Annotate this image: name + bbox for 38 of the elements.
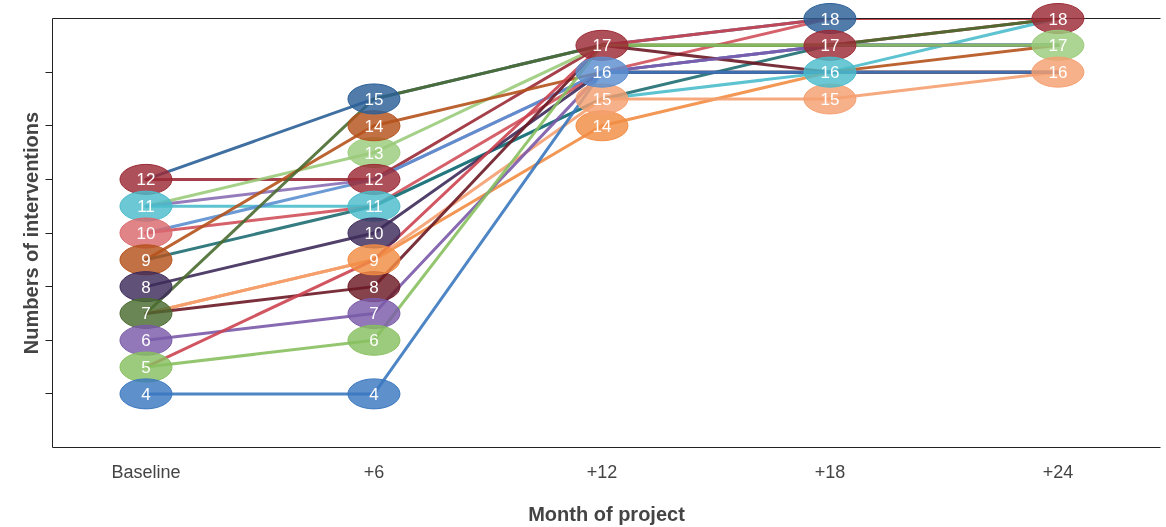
- data-label: 14: [592, 116, 612, 136]
- x-tick-label: +6: [363, 461, 385, 482]
- x-tick-label: +18: [814, 461, 846, 482]
- x-axis-title: Month of project: [528, 502, 686, 525]
- data-label: 7: [141, 304, 151, 324]
- data-label: 11: [137, 197, 155, 217]
- data-label: 9: [369, 250, 379, 270]
- data-label: 10: [136, 224, 156, 243]
- data-label: 7: [369, 304, 379, 324]
- data-label: 15: [364, 89, 384, 109]
- data-label: 12: [136, 170, 156, 190]
- data-label: 5: [141, 358, 151, 378]
- data-label: 16: [820, 63, 840, 83]
- data-label: 13: [364, 143, 384, 163]
- data-label: 6: [369, 331, 379, 351]
- data-label: 6: [141, 331, 151, 351]
- y-axis-title: Numbers of interventions: [19, 111, 42, 355]
- data-label: 4: [369, 384, 379, 404]
- data-label: 4: [141, 384, 151, 404]
- data-label: 11: [365, 197, 383, 217]
- data-label: 16: [1048, 63, 1068, 83]
- data-label: 15: [592, 89, 612, 109]
- x-tick-label: Baseline: [111, 461, 181, 482]
- data-label: 17: [592, 36, 612, 56]
- data-label: 14: [364, 116, 384, 136]
- data-label: 10: [364, 224, 384, 243]
- x-tick-label: +12: [586, 461, 618, 482]
- data-label: 18: [1048, 9, 1068, 29]
- x-tick-label: +24: [1042, 461, 1074, 482]
- data-label: 17: [820, 36, 840, 56]
- data-label: 8: [141, 277, 151, 297]
- data-label: 16: [592, 63, 612, 83]
- data-label: 8: [369, 277, 379, 297]
- data-label: 17: [1048, 36, 1068, 56]
- data-label: 12: [364, 170, 384, 190]
- data-label: 18: [820, 9, 840, 29]
- data-label: 9: [141, 250, 151, 270]
- data-label: 15: [820, 89, 840, 109]
